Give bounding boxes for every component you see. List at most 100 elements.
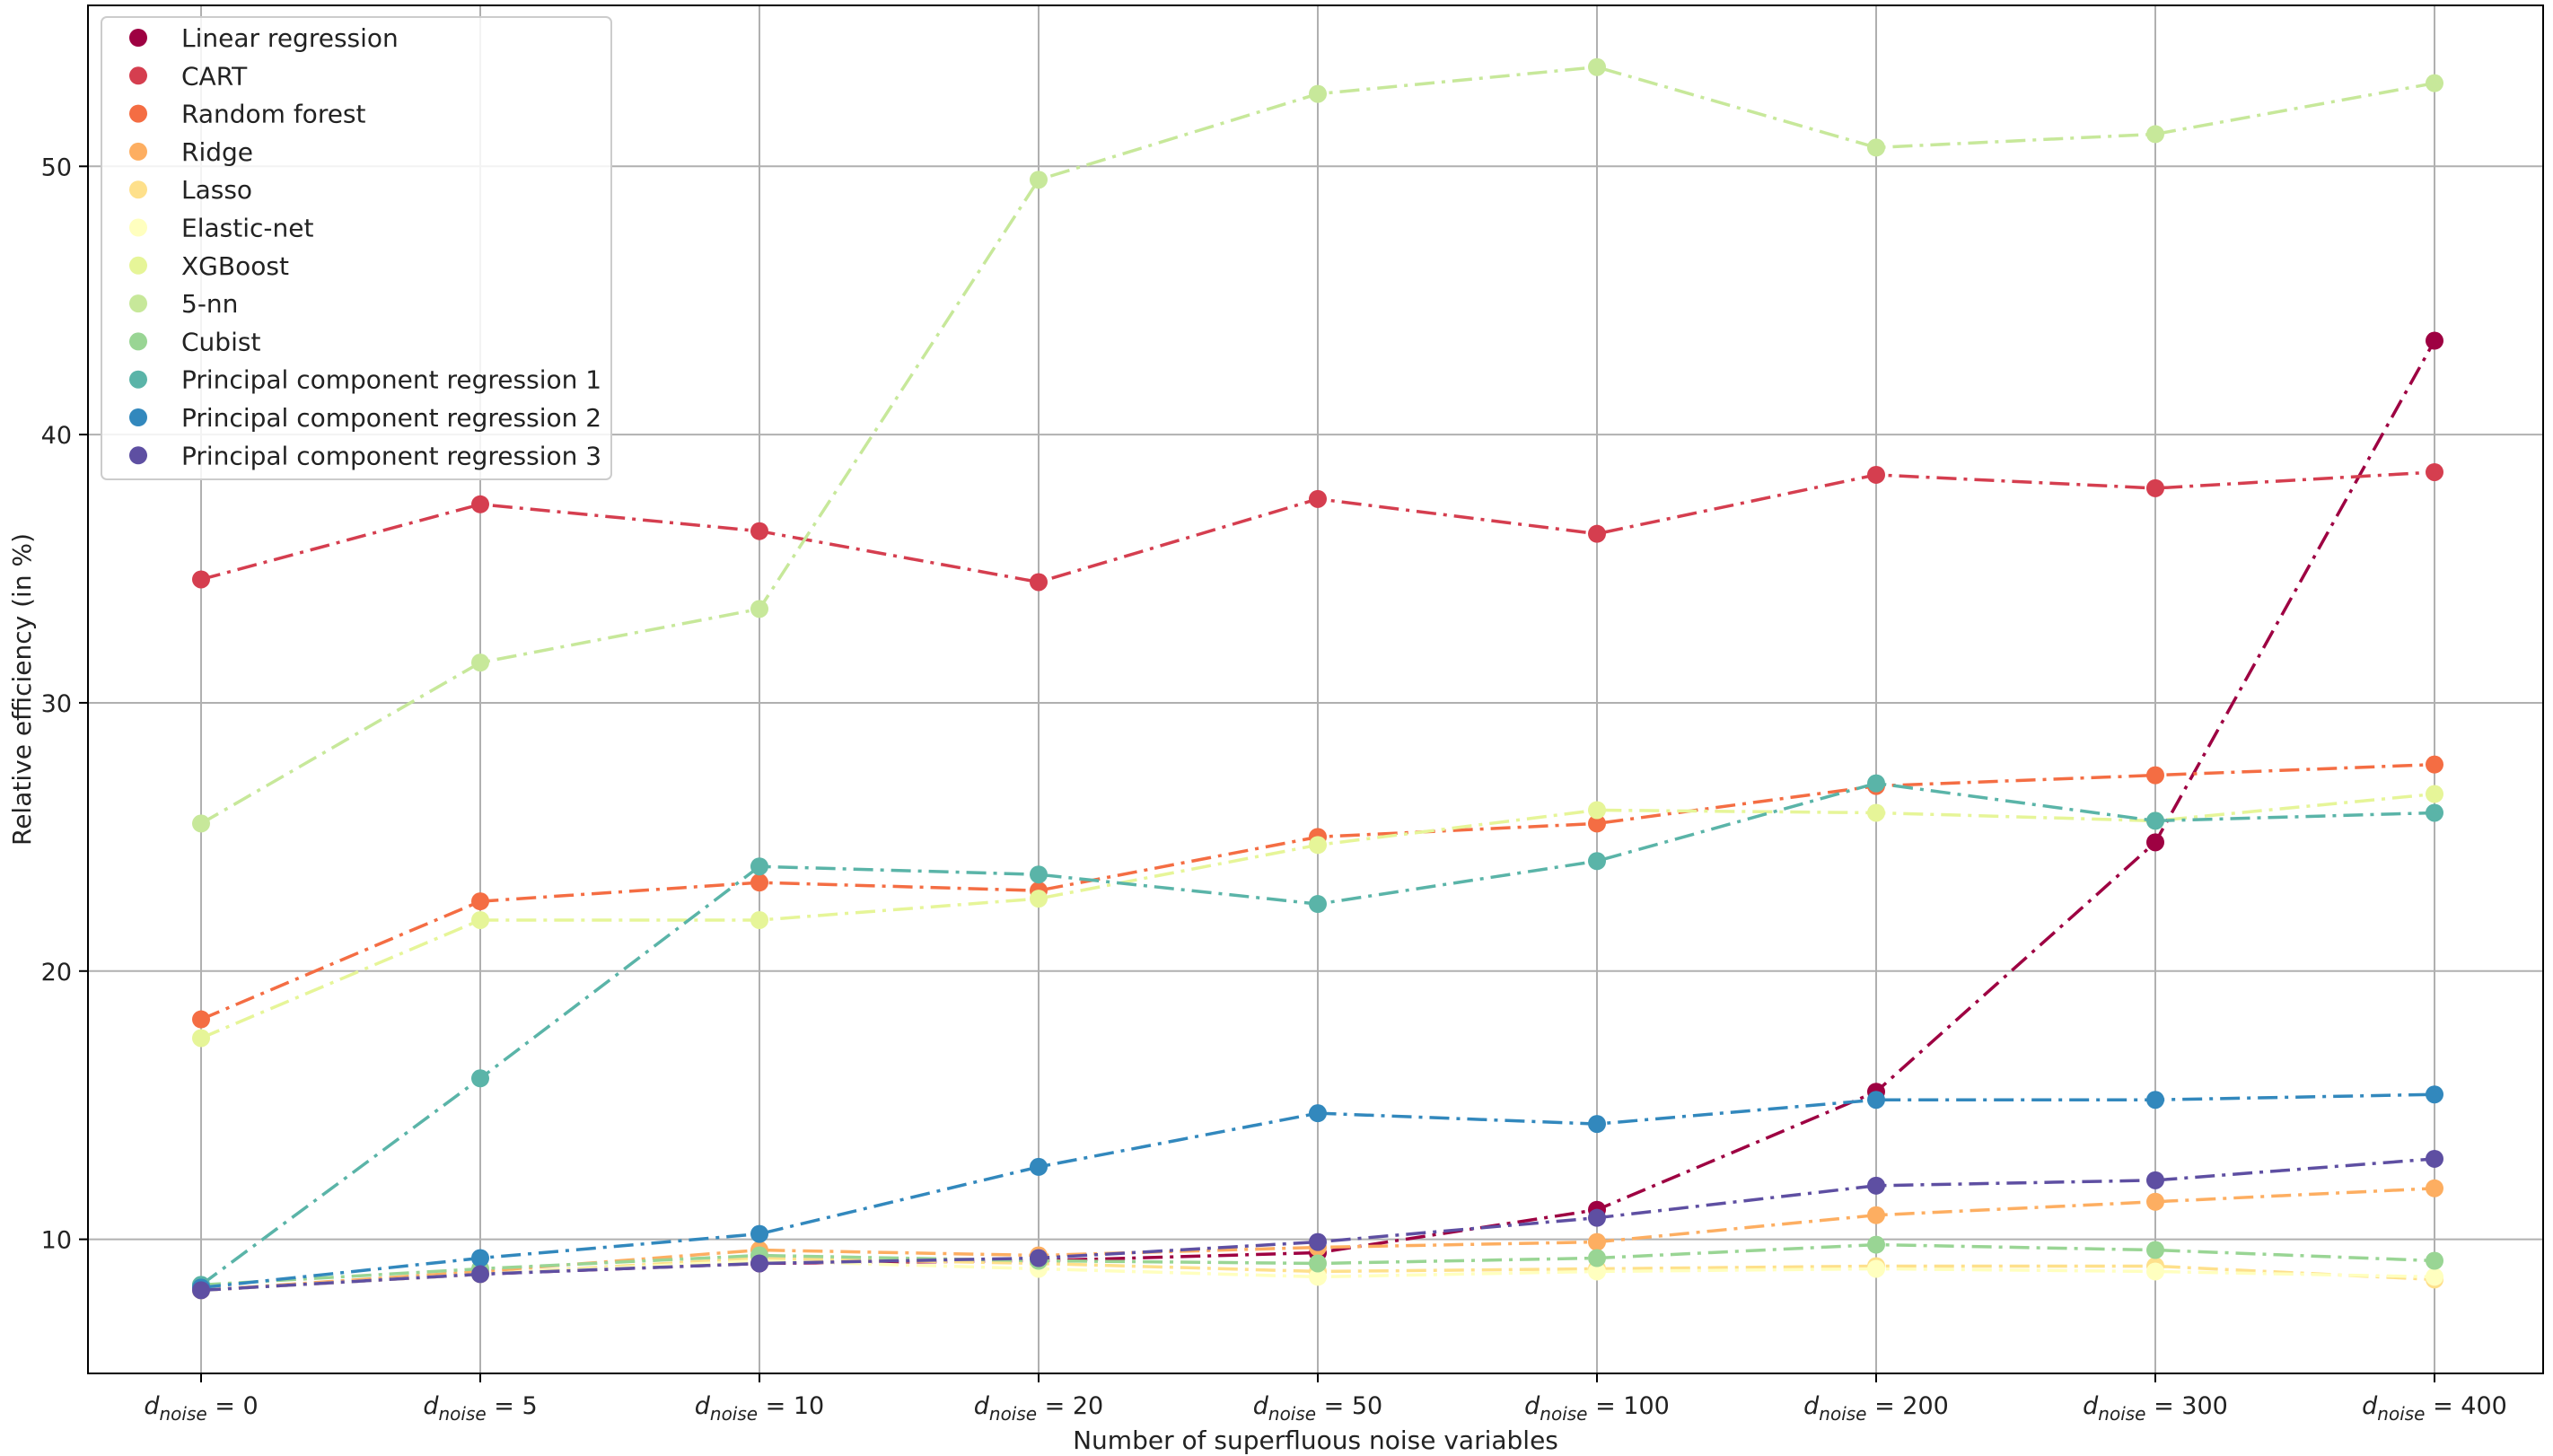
data-point: [1030, 1249, 1048, 1267]
data-point: [2426, 1179, 2443, 1197]
data-point: [2146, 125, 2164, 144]
data-point: [2146, 766, 2164, 785]
legend-label: Cubist: [181, 327, 260, 356]
data-point: [192, 1281, 210, 1300]
data-point: [1867, 465, 1885, 484]
data-point: [1867, 1259, 1885, 1278]
legend-label: Linear regression: [181, 23, 399, 53]
data-point: [471, 1265, 489, 1284]
data-point: [1588, 1208, 1606, 1227]
series-line: [200, 1157, 2435, 1293]
grid: [88, 5, 2543, 1373]
data-point: [471, 495, 489, 513]
x-tick-label: dnoise = 50: [1253, 1392, 1383, 1425]
data-point: [192, 1010, 210, 1029]
x-tick-label: dnoise = 200: [1803, 1392, 1949, 1425]
series-7: [192, 785, 2443, 1048]
data-point: [192, 1029, 210, 1048]
legend-label: Principal component regression 2: [181, 403, 601, 433]
series-2: [192, 462, 2443, 592]
data-point: [1588, 814, 1606, 833]
legend-marker: [129, 256, 147, 275]
data-point: [471, 892, 489, 911]
data-point: [192, 814, 210, 833]
series-8: [192, 57, 2443, 833]
y-axis-label: Relative efficiency (in %): [7, 533, 37, 846]
x-tick-label: dnoise = 5: [423, 1392, 537, 1425]
data-point: [1588, 524, 1606, 543]
y-tick-label: 30: [41, 690, 72, 718]
data-point: [192, 570, 210, 589]
data-point: [1867, 1235, 1885, 1254]
data-point: [1030, 865, 1048, 884]
data-point: [2146, 811, 2164, 830]
legend-marker: [129, 446, 147, 465]
legend-label: Lasso: [181, 175, 252, 205]
x-tick-label: dnoise = 300: [2083, 1392, 2228, 1425]
series-11: [192, 1085, 2443, 1297]
legend-marker: [129, 66, 147, 85]
data-point: [2426, 803, 2443, 822]
legend-label: CART: [181, 61, 248, 91]
data-point: [2146, 1192, 2164, 1211]
data-point: [1867, 138, 1885, 157]
data-point: [750, 1224, 768, 1243]
data-point: [750, 873, 768, 892]
x-axis-label: Number of superfluous noise variables: [1073, 1425, 1558, 1455]
data-point: [1030, 890, 1048, 908]
data-point: [1309, 895, 1327, 914]
data-point: [1309, 489, 1327, 508]
legend-label: Ridge: [181, 137, 253, 167]
y-tick-label: 20: [41, 959, 72, 987]
legend-box: [101, 16, 612, 480]
x-tick-label: dnoise = 0: [144, 1392, 258, 1425]
data-point: [1309, 84, 1327, 103]
series-12: [192, 1149, 2443, 1300]
data-point: [1588, 1249, 1606, 1267]
legend-marker: [129, 218, 147, 237]
data-point: [2426, 1267, 2443, 1286]
x-tick-label: dnoise = 20: [974, 1392, 1104, 1425]
data-point: [1867, 1091, 1885, 1110]
data-point: [1309, 836, 1327, 855]
legend-marker: [129, 332, 147, 351]
data-point: [1309, 1232, 1327, 1251]
data-point: [2426, 1251, 2443, 1270]
data-point: [2146, 1241, 2164, 1259]
legend-marker: [129, 408, 147, 426]
data-point: [1867, 1206, 1885, 1224]
data-point: [2146, 1091, 2164, 1110]
data-point: [2146, 1262, 2164, 1281]
series-line: [200, 339, 2436, 1293]
data-point: [1588, 801, 1606, 820]
legend-marker: [129, 142, 147, 161]
data-point: [750, 522, 768, 540]
legend-label: Principal component regression 3: [181, 441, 601, 470]
y-tick-label: 10: [41, 1227, 72, 1255]
data-point: [2426, 755, 2443, 774]
tick-layer: dnoise = 0 dnoise = 5 dnoise = 10 dnoise = …: [41, 153, 2507, 1425]
data-point: [1867, 803, 1885, 822]
data-point: [1588, 1115, 1606, 1134]
data-point: [1309, 1254, 1327, 1273]
legend-marker: [129, 370, 147, 389]
series-line: [200, 1256, 2435, 1293]
data-point: [1309, 1267, 1327, 1286]
series-line: [200, 1242, 2435, 1287]
data-point: [1588, 1232, 1606, 1251]
data-point: [1867, 774, 1885, 793]
data-point: [750, 857, 768, 876]
data-point: [750, 1254, 768, 1273]
data-point: [471, 653, 489, 672]
data-point: [1588, 1262, 1606, 1281]
data-point: [1030, 1157, 1048, 1176]
data-point: [2426, 785, 2443, 803]
legend-marker: [129, 29, 147, 47]
data-point: [471, 910, 489, 929]
data-point: [1867, 1176, 1885, 1195]
x-tick-label: dnoise = 10: [695, 1392, 825, 1425]
legend-marker: [129, 294, 147, 313]
data-point: [1588, 852, 1606, 871]
data-point: [750, 910, 768, 929]
